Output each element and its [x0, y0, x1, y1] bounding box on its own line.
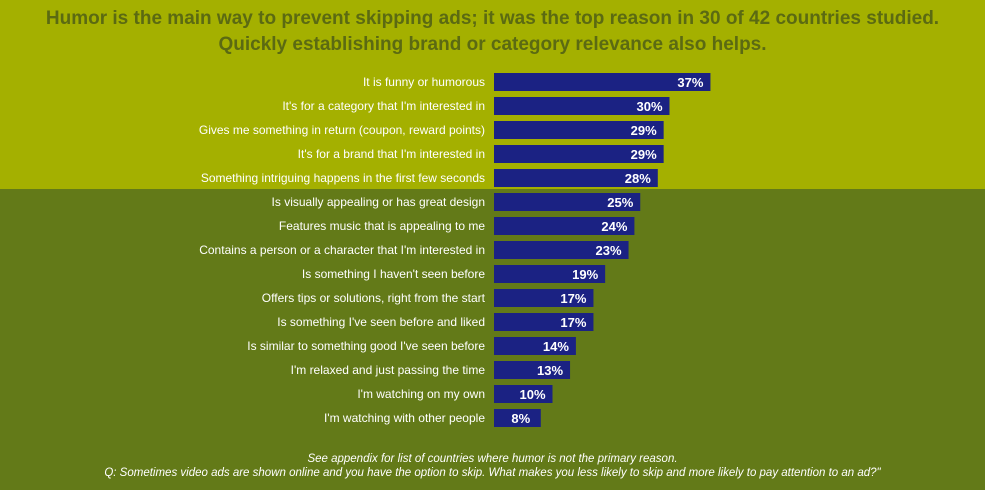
category-label: It's for a category that I'm interested …	[282, 99, 485, 113]
bar	[494, 217, 635, 235]
bar	[494, 145, 664, 163]
category-label: It's for a brand that I'm interested in	[298, 147, 485, 161]
bar	[494, 121, 664, 139]
category-label: Contains a person or a character that I'…	[199, 243, 485, 257]
footnote: See appendix for list of countries where…	[0, 452, 985, 480]
bar	[494, 337, 576, 355]
value-label: 30%	[636, 99, 662, 114]
category-label: I'm watching on my own	[357, 387, 485, 401]
value-label: 17%	[560, 315, 586, 330]
category-label: I'm watching with other people	[324, 411, 485, 425]
bar-chart: It is funny or humorous 37% It's for a cat…	[199, 73, 711, 427]
value-label: 28%	[625, 171, 651, 186]
category-label: It is funny or humorous	[363, 75, 485, 89]
value-label: 17%	[560, 291, 586, 306]
value-label: 29%	[631, 123, 657, 138]
bar	[494, 193, 641, 211]
bar	[494, 97, 670, 115]
value-label: 24%	[601, 219, 627, 234]
chart-title: Humor is the main way to prevent skippin…	[0, 6, 985, 58]
value-label: 8%	[511, 411, 530, 426]
bar	[494, 385, 553, 403]
value-label: 13%	[537, 363, 563, 378]
category-label: Offers tips or solutions, right from the…	[262, 291, 486, 305]
title-line-2: Quickly establishing brand or category r…	[218, 34, 767, 55]
category-label: Gives me something in return (coupon, re…	[199, 123, 485, 137]
category-label: Is something I haven't seen before	[302, 267, 485, 281]
category-label: Is visually appealing or has great desig…	[272, 195, 485, 209]
value-label: 37%	[677, 75, 703, 90]
bar	[494, 169, 658, 187]
category-label: I'm relaxed and just passing the time	[291, 363, 486, 377]
background-top-band	[0, 0, 985, 189]
bar	[494, 361, 571, 379]
bar	[494, 313, 594, 331]
bar	[494, 409, 541, 427]
title-line-1: Humor is the main way to prevent skippin…	[45, 8, 940, 29]
bar	[494, 241, 629, 259]
category-label: Features music that is appealing to me	[279, 219, 485, 233]
category-label: Something intriguing happens in the firs…	[201, 171, 485, 185]
footnote-line-2: Q: Sometimes video ads are shown online …	[104, 467, 881, 479]
bar	[494, 265, 606, 283]
value-label: 14%	[543, 339, 569, 354]
value-label: 23%	[596, 243, 622, 258]
category-label: Is similar to something good I've seen b…	[247, 339, 485, 353]
value-label: 25%	[607, 195, 633, 210]
value-label: 10%	[519, 387, 545, 402]
footnote-line-1: See appendix for list of countries where…	[307, 453, 678, 465]
bar	[494, 73, 711, 91]
category-label: Is something I've seen before and liked	[277, 315, 485, 329]
background-bottom-band	[0, 189, 985, 490]
value-label: 29%	[631, 147, 657, 162]
value-label: 19%	[572, 267, 598, 282]
bar	[494, 289, 594, 307]
